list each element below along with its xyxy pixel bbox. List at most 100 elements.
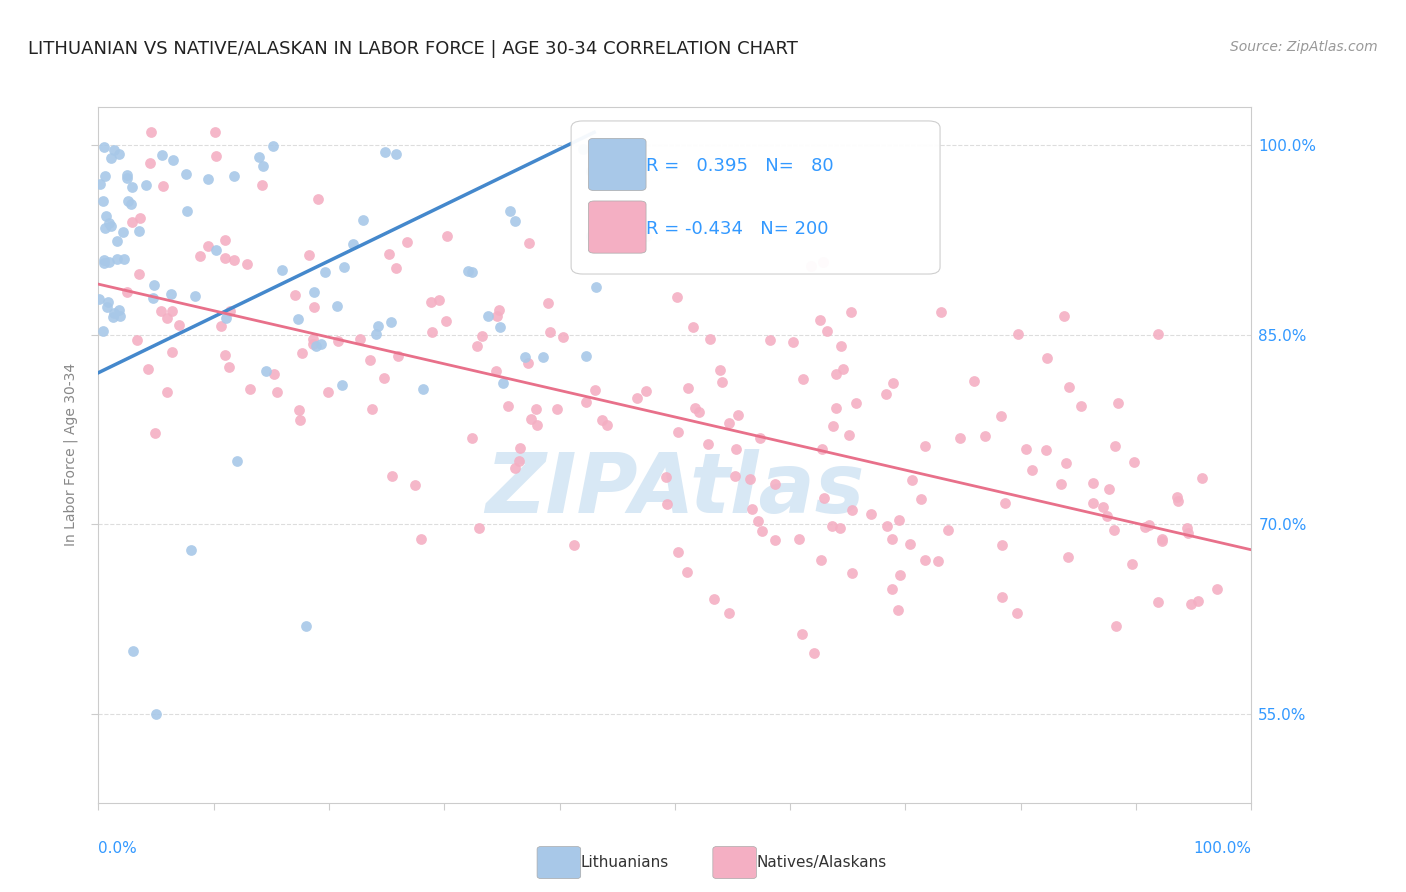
Point <box>765 533 787 547</box>
Point <box>811 255 834 269</box>
Point <box>537 295 560 310</box>
Point <box>1081 496 1104 510</box>
Point <box>579 163 602 178</box>
Point <box>412 382 434 396</box>
Point <box>120 196 142 211</box>
Point <box>115 285 138 299</box>
Point <box>709 363 731 377</box>
Point <box>1123 455 1146 469</box>
Point <box>880 532 903 546</box>
Point <box>127 333 149 347</box>
Point <box>471 329 494 343</box>
Point <box>575 395 598 409</box>
Point <box>914 439 936 453</box>
Text: 0.0%: 0.0% <box>98 841 138 856</box>
Point <box>420 294 443 309</box>
Point <box>898 537 921 551</box>
Point <box>100 151 122 165</box>
Point <box>747 514 769 528</box>
Point <box>214 252 236 266</box>
Point <box>824 368 846 382</box>
Point <box>395 235 418 249</box>
Point <box>655 497 678 511</box>
Point <box>488 303 510 318</box>
Point <box>813 491 835 506</box>
Point <box>135 178 157 192</box>
Point <box>404 478 426 492</box>
Point <box>105 234 128 248</box>
Point <box>491 376 513 390</box>
Point <box>205 149 228 163</box>
Point <box>499 204 522 219</box>
Text: R =   0.395   N=   80: R = 0.395 N= 80 <box>647 157 834 175</box>
Point <box>214 348 236 362</box>
Point <box>654 470 676 484</box>
Point <box>112 252 135 267</box>
Point <box>167 318 190 332</box>
Point <box>254 364 277 378</box>
Point <box>93 169 115 183</box>
Point <box>97 255 120 269</box>
Point <box>477 310 499 324</box>
Point <box>991 539 1014 553</box>
Point <box>316 385 339 400</box>
Point <box>411 532 433 546</box>
Point <box>1147 595 1170 609</box>
Point <box>579 229 602 244</box>
Point <box>1133 520 1156 534</box>
Point <box>309 337 332 351</box>
Point <box>142 291 165 305</box>
Point <box>591 412 613 426</box>
Point <box>845 396 868 410</box>
Point <box>94 221 117 235</box>
Point <box>1081 475 1104 490</box>
Point <box>239 382 262 396</box>
Point <box>1121 557 1143 571</box>
Point <box>1035 351 1057 366</box>
Point <box>994 496 1017 510</box>
Text: Source: ZipAtlas.com: Source: ZipAtlas.com <box>1230 40 1378 54</box>
Point <box>513 350 536 364</box>
Point <box>97 216 120 230</box>
Point <box>225 454 247 468</box>
Point <box>155 311 177 326</box>
Point <box>93 253 115 268</box>
Point <box>682 320 704 334</box>
Point <box>832 362 855 376</box>
Point <box>876 519 898 533</box>
Point <box>91 194 114 209</box>
Point <box>174 167 197 181</box>
Point <box>302 336 325 351</box>
Point <box>520 412 543 426</box>
Point <box>910 492 932 507</box>
Point <box>108 309 131 323</box>
Point <box>89 293 111 307</box>
Point <box>1175 521 1198 535</box>
Point <box>367 318 389 333</box>
Point <box>517 356 540 370</box>
Point <box>572 142 595 156</box>
Point <box>128 224 150 238</box>
Point <box>1105 619 1128 633</box>
Point <box>128 211 150 226</box>
Y-axis label: In Labor Force | Age 30-34: In Labor Force | Age 30-34 <box>63 363 79 547</box>
Point <box>1104 523 1126 537</box>
Point <box>1166 490 1188 504</box>
Point <box>524 402 547 417</box>
Point <box>636 229 658 244</box>
Point <box>792 372 814 386</box>
Point <box>352 213 374 227</box>
Point <box>103 143 125 157</box>
Point <box>155 384 177 399</box>
Point <box>150 148 173 162</box>
Point <box>759 333 782 347</box>
Point <box>145 707 167 722</box>
Point <box>359 352 381 367</box>
Point <box>718 606 741 620</box>
Point <box>461 265 484 279</box>
Point <box>215 310 238 325</box>
Point <box>188 249 211 263</box>
Point <box>830 521 852 535</box>
Point <box>740 472 762 486</box>
Point <box>160 345 183 359</box>
